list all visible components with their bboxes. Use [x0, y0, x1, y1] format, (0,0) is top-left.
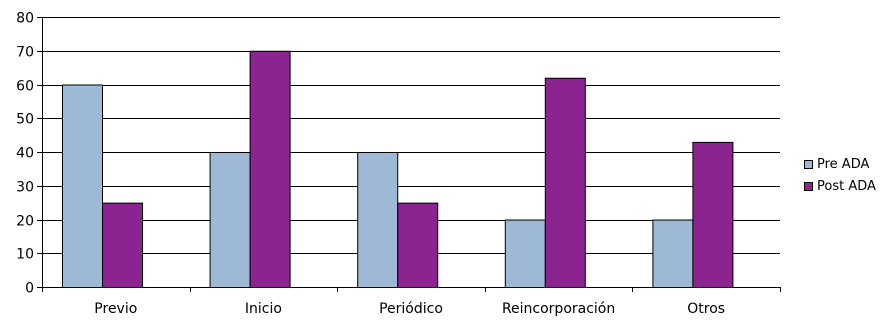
legend-label-pre-ada: Pre ADA — [817, 156, 870, 172]
y-tick-labels: 0 10 20 30 40 50 60 70 80 — [16, 11, 34, 297]
legend-item-pre-ada: Pre ADA — [804, 153, 893, 175]
x-category-label: Previo — [94, 301, 137, 317]
bar-post-ada-1 — [249, 50, 291, 288]
y-tick-label: 40 — [16, 146, 34, 162]
bars — [62, 50, 734, 288]
x-category-label: Otros — [687, 301, 725, 317]
legend-item-post-ada: Post ADA — [804, 175, 893, 197]
bar-post-ada-0 — [102, 202, 143, 288]
axes — [37, 17, 781, 292]
legend-swatch-post-ada — [804, 181, 813, 191]
y-tick-label: 50 — [16, 112, 34, 128]
y-tick-label: 10 — [16, 247, 34, 263]
y-tick-label: 70 — [16, 45, 34, 61]
bar-post-ada-3 — [544, 77, 586, 288]
x-category-labels: Previo Inicio Periódico Reincorporación Otro… — [94, 301, 725, 317]
x-category-label: Reincorporación — [502, 301, 615, 317]
y-tick-label: 30 — [16, 180, 34, 196]
legend-swatch-pre-ada — [804, 159, 813, 169]
bar-pre-ada-4 — [652, 219, 694, 288]
x-category-label: Periódico — [379, 301, 443, 317]
bar-pre-ada-3 — [504, 219, 546, 288]
bar-post-ada-4 — [692, 141, 734, 288]
y-tick-label: 20 — [16, 214, 34, 230]
y-tick-label: 60 — [16, 79, 34, 95]
legend: Pre ADA Post ADA — [804, 153, 893, 201]
bar-pre-ada-2 — [357, 152, 399, 288]
bar-pre-ada-0 — [62, 84, 103, 288]
bar-post-ada-2 — [397, 202, 439, 288]
y-tick-label: 80 — [16, 11, 34, 27]
legend-label-post-ada: Post ADA — [817, 178, 876, 194]
bar-pre-ada-1 — [209, 152, 251, 288]
gridlines — [42, 17, 780, 254]
y-tick-label: 0 — [25, 281, 34, 297]
x-category-label: Inicio — [245, 301, 282, 317]
